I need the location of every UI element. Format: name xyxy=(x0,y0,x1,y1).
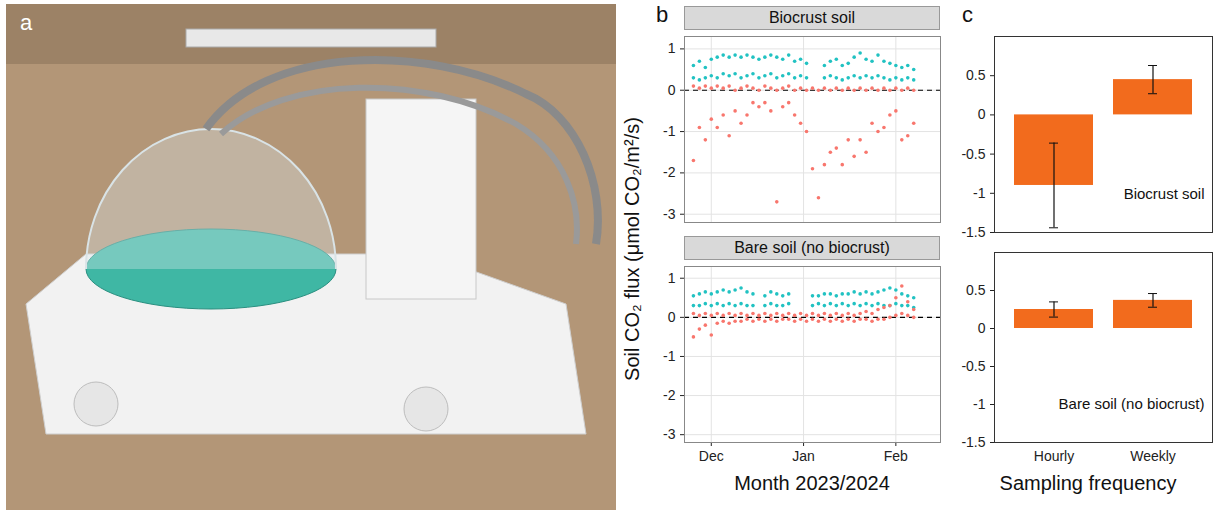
svg-text:0: 0 xyxy=(978,106,986,122)
html-text:Biocrust soil: Biocrust soil xyxy=(768,9,856,26)
svg-text:0: 0 xyxy=(668,82,676,98)
svg-text:-3: -3 xyxy=(663,426,676,442)
svg-text:Feb: Feb xyxy=(884,448,908,464)
svg-text:1: 1 xyxy=(668,40,676,56)
html-text:Sampling frequency: Sampling frequency xyxy=(999,472,1177,494)
svg-text:Weekly: Weekly xyxy=(1130,448,1176,464)
html-text:Bare soil (no biocrust): Bare soil (no biocrust) xyxy=(734,239,890,256)
html-text:a: a xyxy=(20,10,33,35)
html-text:Soil CO₂ flux (μmol CO₂/m²/s): Soil CO₂ flux (μmol CO₂/m²/s) xyxy=(621,117,643,381)
svg-text:-0.5: -0.5 xyxy=(961,146,985,162)
svg-text:0: 0 xyxy=(668,309,676,325)
svg-text:-1: -1 xyxy=(663,123,676,139)
svg-text:1: 1 xyxy=(668,270,676,286)
svg-text:-0.5: -0.5 xyxy=(961,358,985,374)
svg-text:-2: -2 xyxy=(663,387,676,403)
svg-text:0.5: 0.5 xyxy=(966,67,986,83)
html-text:b: b xyxy=(656,2,669,27)
svg-text:Hourly: Hourly xyxy=(1034,448,1074,464)
svg-text:Jan: Jan xyxy=(792,448,815,464)
svg-text:-1.5: -1.5 xyxy=(961,224,985,240)
svg-text:-1.5: -1.5 xyxy=(961,434,985,450)
html-text:Month 2023/2024: Month 2023/2024 xyxy=(734,472,890,494)
svg-text:Biocrust soil: Biocrust soil xyxy=(1124,185,1205,202)
svg-text:-1: -1 xyxy=(973,185,986,201)
svg-text:-2: -2 xyxy=(663,164,676,180)
svg-text:0.5: 0.5 xyxy=(966,282,986,298)
svg-text:Bare soil (no biocrust): Bare soil (no biocrust) xyxy=(1059,395,1205,412)
html-text:c: c xyxy=(962,2,973,27)
svg-text:Dec: Dec xyxy=(699,448,724,464)
svg-text:-1: -1 xyxy=(663,348,676,364)
svg-text:0: 0 xyxy=(978,320,986,336)
svg-text:-3: -3 xyxy=(663,206,676,222)
svg-text:-1: -1 xyxy=(973,396,986,412)
